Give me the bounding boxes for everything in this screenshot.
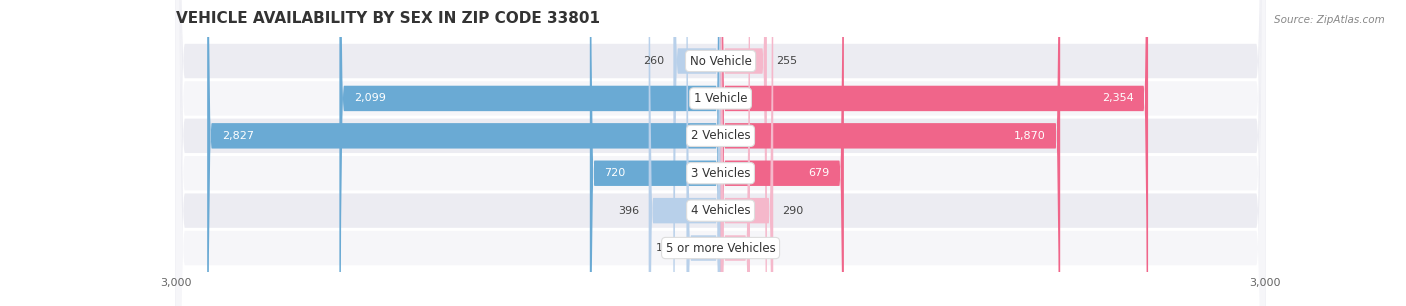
Text: 396: 396	[619, 206, 640, 216]
FancyBboxPatch shape	[648, 0, 721, 306]
Text: 188: 188	[657, 243, 678, 253]
FancyBboxPatch shape	[721, 0, 749, 306]
FancyBboxPatch shape	[673, 0, 721, 306]
Text: 1 Vehicle: 1 Vehicle	[693, 92, 748, 105]
FancyBboxPatch shape	[176, 0, 1265, 306]
Text: 255: 255	[776, 56, 797, 66]
Text: Source: ZipAtlas.com: Source: ZipAtlas.com	[1274, 15, 1385, 25]
FancyBboxPatch shape	[721, 0, 844, 306]
FancyBboxPatch shape	[176, 0, 1265, 306]
Text: 4 Vehicles: 4 Vehicles	[690, 204, 751, 217]
Text: 260: 260	[643, 56, 664, 66]
Text: 3 Vehicles: 3 Vehicles	[690, 167, 751, 180]
FancyBboxPatch shape	[339, 0, 721, 306]
FancyBboxPatch shape	[176, 0, 1265, 306]
Text: 5 or more Vehicles: 5 or more Vehicles	[665, 241, 776, 255]
Text: 290: 290	[782, 206, 804, 216]
FancyBboxPatch shape	[721, 0, 766, 306]
FancyBboxPatch shape	[721, 0, 1060, 306]
Text: 720: 720	[605, 168, 626, 178]
Text: 1,870: 1,870	[1014, 131, 1046, 141]
Text: 679: 679	[808, 168, 830, 178]
FancyBboxPatch shape	[176, 0, 1265, 306]
FancyBboxPatch shape	[176, 0, 1265, 306]
Text: 2,099: 2,099	[354, 93, 385, 103]
Text: 162: 162	[759, 243, 780, 253]
Text: VEHICLE AVAILABILITY BY SEX IN ZIP CODE 33801: VEHICLE AVAILABILITY BY SEX IN ZIP CODE …	[176, 11, 600, 26]
FancyBboxPatch shape	[721, 0, 773, 306]
FancyBboxPatch shape	[721, 0, 1149, 306]
FancyBboxPatch shape	[686, 0, 721, 306]
FancyBboxPatch shape	[591, 0, 721, 306]
Text: 2,354: 2,354	[1102, 93, 1133, 103]
Text: No Vehicle: No Vehicle	[689, 54, 752, 68]
Text: 2 Vehicles: 2 Vehicles	[690, 129, 751, 142]
FancyBboxPatch shape	[207, 0, 721, 306]
FancyBboxPatch shape	[176, 0, 1265, 306]
Text: 2,827: 2,827	[222, 131, 253, 141]
